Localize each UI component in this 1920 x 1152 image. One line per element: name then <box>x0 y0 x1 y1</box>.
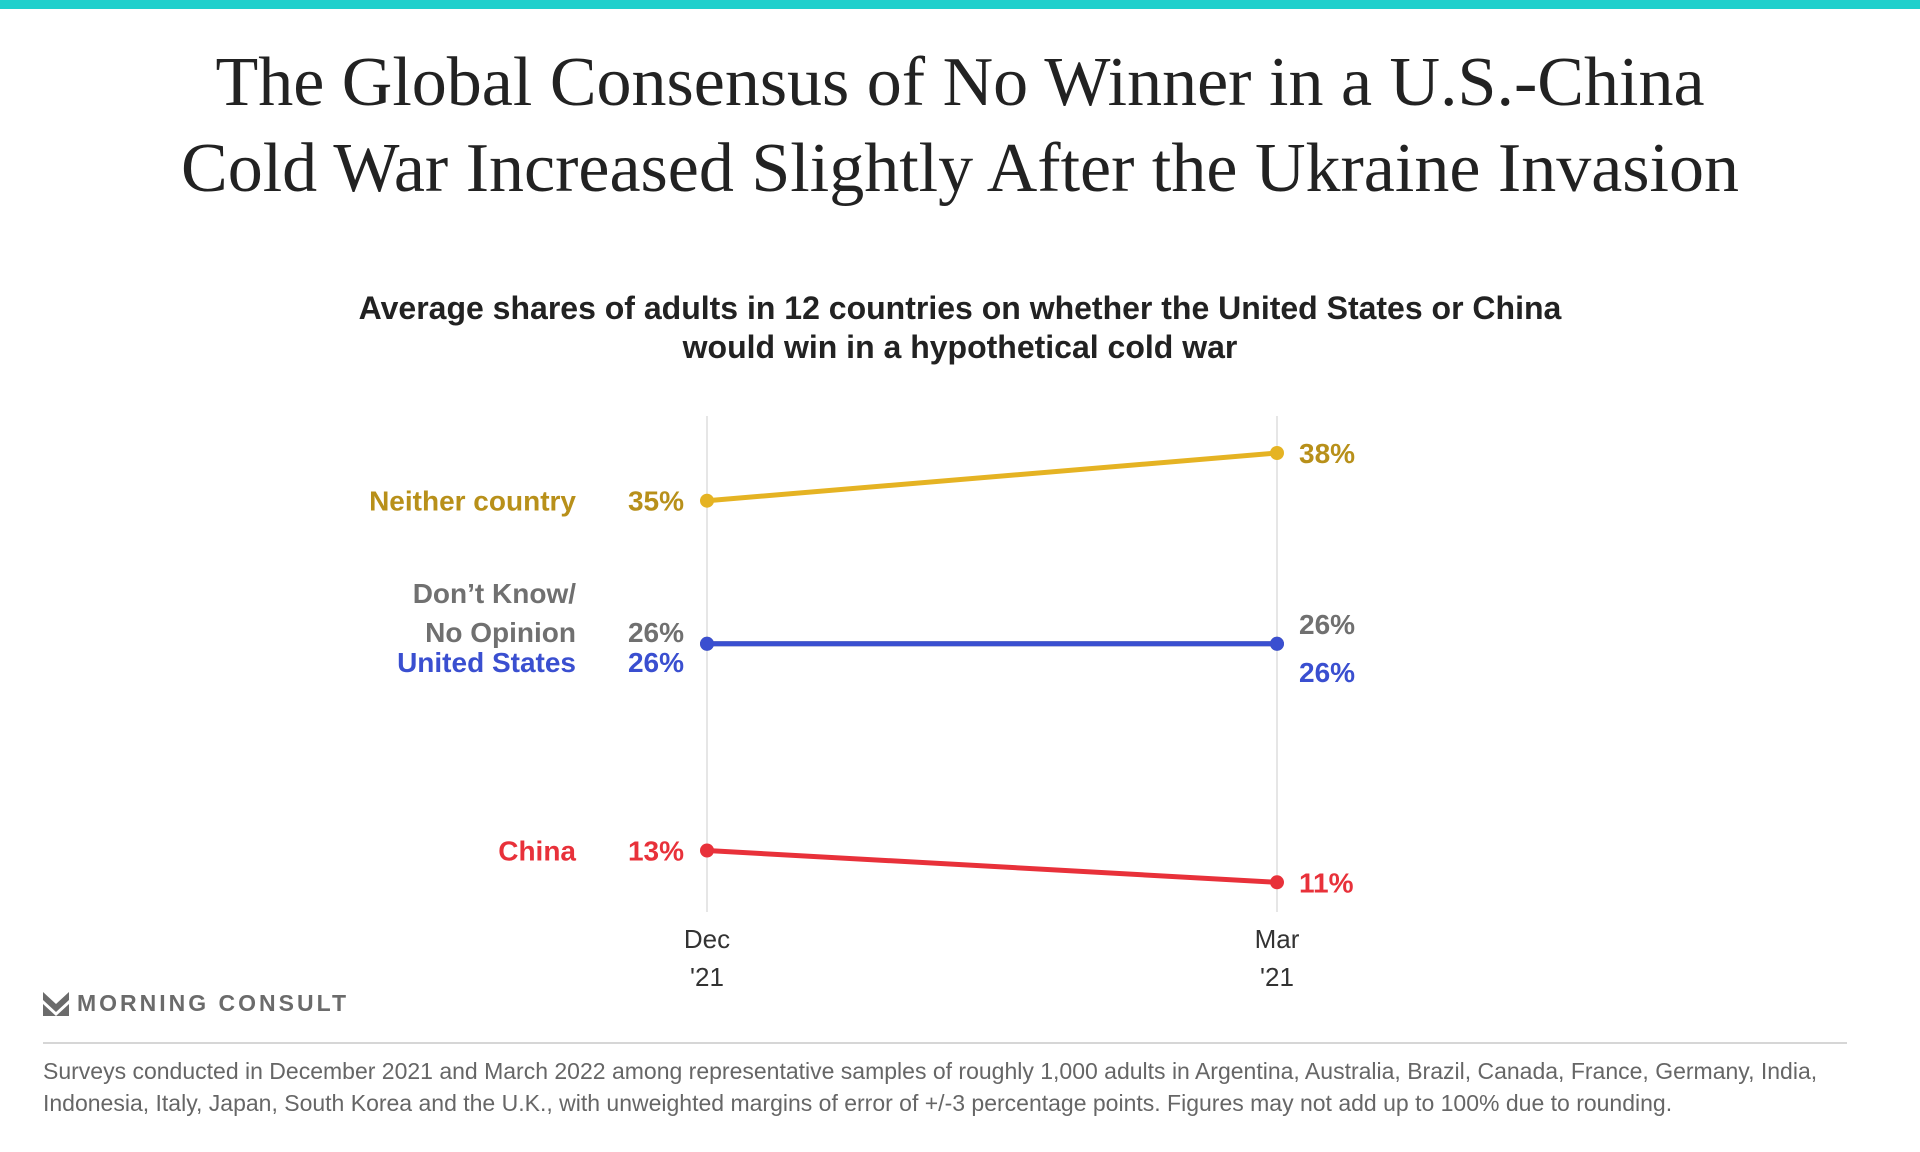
morning-consult-m-icon <box>43 991 69 1016</box>
data-point-neither-country <box>1270 446 1284 460</box>
series-line-china <box>706 848 1278 885</box>
series-label: China <box>498 836 576 867</box>
footer-divider <box>43 1042 1847 1044</box>
x-tick-label: Dec <box>684 924 730 954</box>
data-point-united-states <box>700 636 714 651</box>
data-point-neither-country <box>700 493 714 508</box>
footnote: Surveys conducted in December 2021 and M… <box>43 1058 1818 1116</box>
top-accent-bar <box>0 0 1920 9</box>
series-line-neither-country <box>706 450 1278 504</box>
series-label: United States <box>397 647 576 678</box>
data-label: 26% <box>1299 657 1355 688</box>
data-label: 11% <box>1299 867 1354 898</box>
logo-text: MORNING CONSULT <box>77 990 350 1016</box>
series-label: No Opinion <box>425 617 576 648</box>
title-line-2: Cold War Increased Slightly After the Uk… <box>181 130 1739 207</box>
series-label: Don’t Know/ <box>413 578 577 609</box>
data-label: 38% <box>1299 438 1355 469</box>
chart-subtitle: Average shares of adults in 12 countries… <box>0 289 1920 367</box>
chart-title: The Global Consensus of No Winner in a U… <box>0 40 1920 212</box>
subtitle-line-1: Average shares of adults in 12 countries… <box>358 290 1562 326</box>
morning-consult-logo: MORNING CONSULT <box>43 990 349 1017</box>
series-label: Neither country <box>369 486 576 517</box>
title-line-1: The Global Consensus of No Winner in a U… <box>215 44 1705 121</box>
data-point-china <box>1270 875 1284 890</box>
x-tick-label: Mar <box>1255 924 1300 954</box>
subtitle-line-2: would win in a hypothetical cold war <box>682 329 1238 365</box>
x-tick-label: '21 <box>1260 962 1294 992</box>
data-label: 13% <box>628 836 684 867</box>
data-label: 26% <box>1299 609 1355 640</box>
data-point-china <box>700 843 714 858</box>
line-chart: Dec '21 Mar '21 Neither country 35% 38% Don’t K… <box>369 416 1355 992</box>
data-point-united-states <box>1270 636 1284 651</box>
data-label: 35% <box>628 486 684 517</box>
data-label: 26% <box>628 647 684 678</box>
x-tick-label: '21 <box>690 962 724 992</box>
data-label: 26% <box>628 617 684 648</box>
